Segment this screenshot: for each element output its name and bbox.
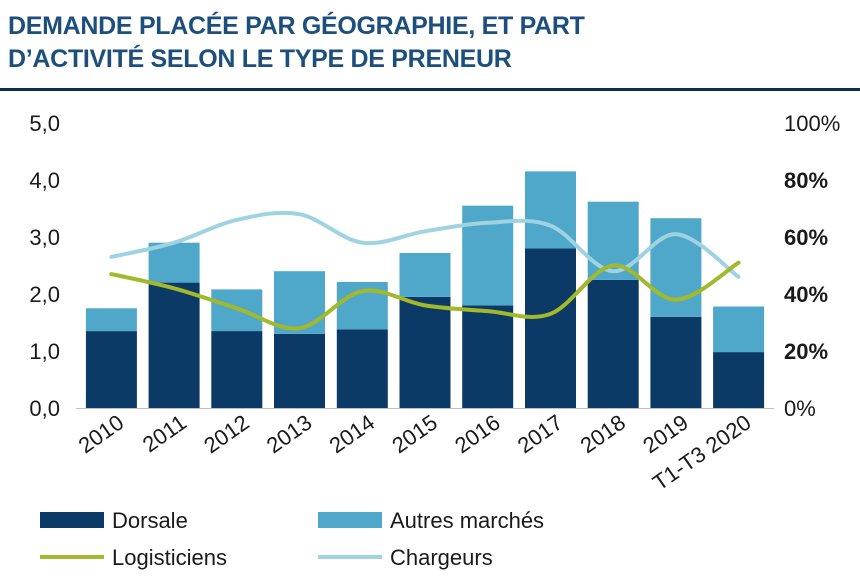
- x-tick-label: 2017: [513, 410, 567, 459]
- x-tick-label: 2011: [138, 410, 191, 458]
- y-left-tick-label: 4,0: [29, 168, 60, 193]
- chart-title: DEMANDE PLACÉE PAR GÉOGRAPHIE, ET PART D…: [8, 10, 848, 76]
- legend-swatch-dorsale: [40, 512, 104, 528]
- bar-dorsale-10: [713, 352, 765, 408]
- y-right-tick-label: 80%: [784, 168, 828, 193]
- bar-autres-marches-8: [587, 201, 639, 280]
- y-right-tick-label: 40%: [784, 282, 828, 307]
- chart-title-line-1: DEMANDE PLACÉE PAR GÉOGRAPHIE, ET PART: [8, 12, 585, 40]
- x-tick-label: 2012: [199, 410, 253, 459]
- x-tick-label: 2014: [325, 410, 379, 459]
- y-right-tick-label: 60%: [784, 225, 828, 250]
- x-tick-label: 2013: [262, 410, 316, 459]
- y-right-tick-label: 100%: [784, 111, 840, 136]
- legend-label-logisticiens: Logisticiens: [112, 545, 227, 570]
- bar-autres-marches-1: [148, 242, 200, 283]
- line-chargeurs: [109, 210, 741, 279]
- y-right-tick-label: 0%: [784, 396, 816, 421]
- bar-autres-marches-10: [713, 306, 765, 353]
- bar-autres-marches-3: [274, 271, 325, 334]
- y-right-tick-label: 20%: [784, 339, 828, 364]
- bar-dorsale-5: [399, 296, 451, 408]
- legend-label-dorsale: Dorsale: [112, 508, 188, 533]
- title-underline: [0, 88, 860, 91]
- bar-autres-marches-5: [399, 253, 451, 297]
- bar-dorsale-2: [211, 331, 263, 408]
- bar-autres-marches-0: [85, 308, 137, 332]
- y-left-tick-label: 2,0: [29, 282, 60, 307]
- bar-dorsale-9: [650, 316, 702, 408]
- y-left-tick-label: 0,0: [29, 396, 60, 421]
- y-left-tick-label: 3,0: [29, 225, 60, 250]
- bar-dorsale-7: [525, 248, 576, 408]
- legend-label-autres-marches: Autres marchés: [390, 508, 544, 533]
- bar-dorsale-6: [462, 305, 514, 408]
- bar-dorsale-4: [336, 329, 388, 408]
- y-left-tick-label: 1,0: [29, 339, 60, 364]
- bar-dorsale-8: [587, 279, 639, 409]
- legend-swatch-autres-marches: [318, 512, 382, 528]
- legend-label-chargeurs: Chargeurs: [390, 545, 493, 570]
- x-tick-label: 2016: [450, 410, 504, 459]
- bar-dorsale-1: [148, 282, 200, 408]
- x-tick-label: 2010: [74, 410, 128, 459]
- x-tick-label: 2018: [576, 410, 630, 459]
- bar-dorsale-0: [85, 331, 137, 408]
- bar-dorsale-3: [274, 333, 325, 408]
- y-left-tick-label: 5,0: [29, 111, 60, 136]
- chart-title-line-2: D’ACTIVITÉ SELON LE TYPE DE PRENEUR: [8, 45, 512, 73]
- line-logisticiens: [109, 260, 741, 331]
- x-tick-label: 2015: [387, 410, 441, 459]
